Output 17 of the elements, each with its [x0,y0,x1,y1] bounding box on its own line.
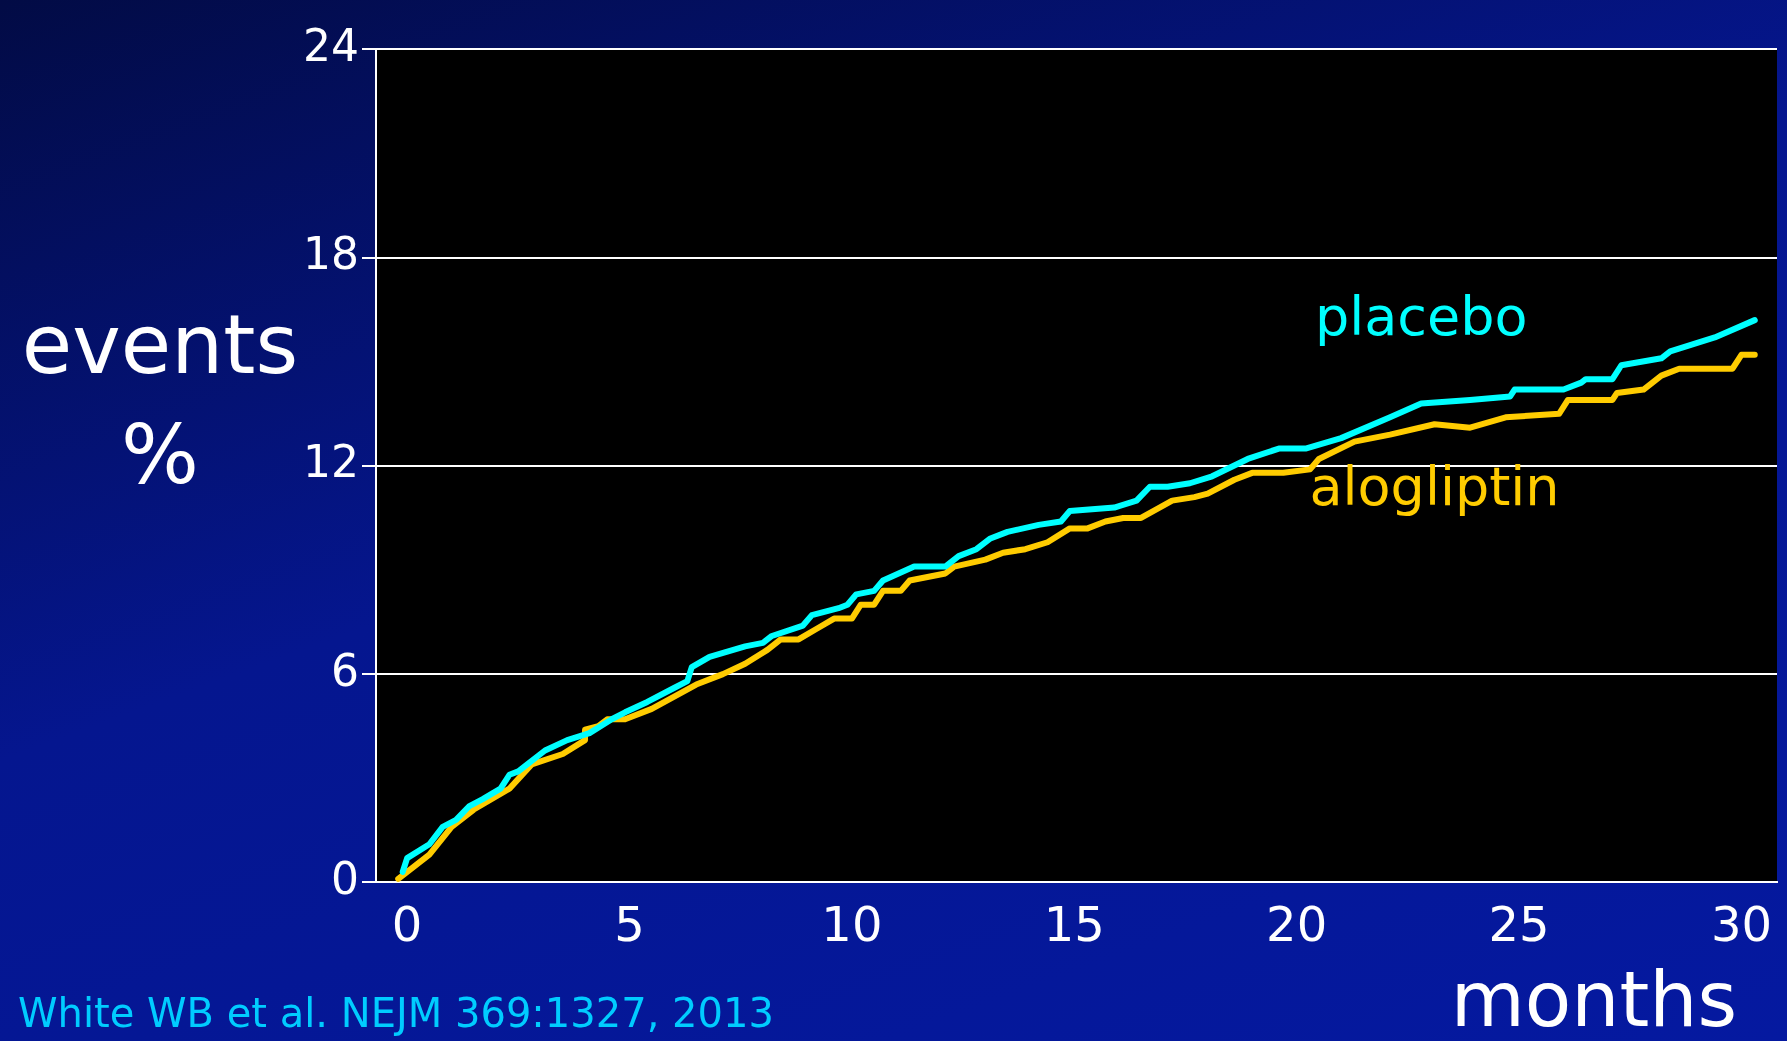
y-tick-label: 24 [302,19,359,71]
x-tick-label: 0 [391,895,423,952]
y-tick-label: 12 [302,436,359,488]
y-axis-title: events % [21,297,299,502]
x-tick-label: 20 [1266,895,1328,952]
y-tick-label: 0 [330,852,359,904]
x-tick-label: 5 [614,895,645,952]
y-tick-label: 18 [302,228,359,280]
series-label: placebo [1314,285,1528,349]
y-tick-label: 6 [330,644,359,696]
x-tick-label: 10 [821,895,883,952]
text: White WB et al. NEJM 369:1327, 2013 [18,990,774,1036]
x-tick-label: 25 [1488,895,1550,952]
x-axis-title: months [1450,955,1737,1041]
x-tick-label: 15 [1043,895,1105,952]
x-tick-label: 30 [1710,895,1772,952]
series-label: alogliptin [1309,455,1560,519]
